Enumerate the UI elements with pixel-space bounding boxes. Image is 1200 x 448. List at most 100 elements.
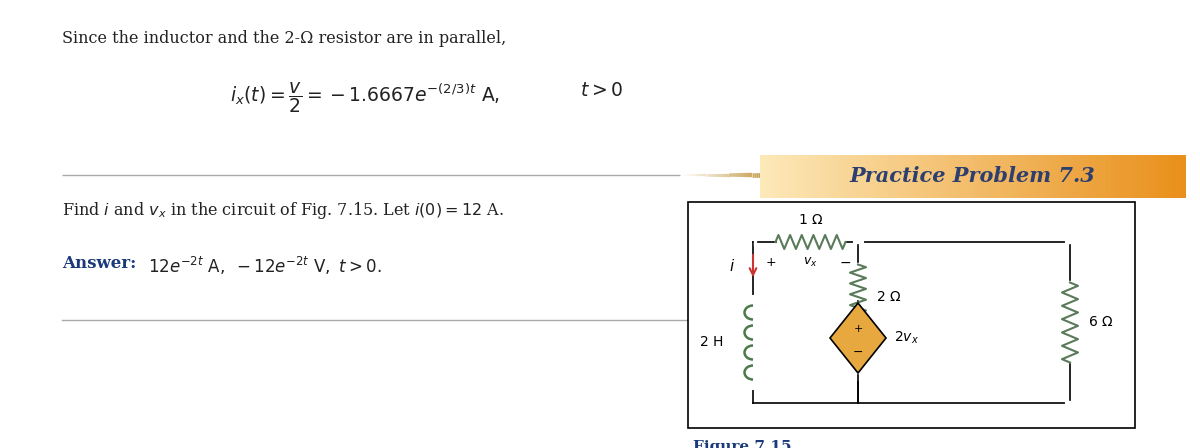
Text: $+$: $+$	[853, 323, 863, 333]
Bar	[983, 155, 989, 198]
Bar	[946, 155, 952, 198]
Bar	[1063, 155, 1069, 198]
Bar	[893, 155, 899, 198]
Bar	[781, 155, 787, 198]
Bar	[871, 155, 877, 198]
Text: $2v_x$: $2v_x$	[894, 330, 919, 346]
Bar	[797, 155, 803, 198]
Bar	[1148, 155, 1153, 198]
Bar	[914, 155, 920, 198]
Bar	[1180, 155, 1186, 198]
Text: Since the inductor and the 2-Ω resistor are in parallel,: Since the inductor and the 2-Ω resistor …	[62, 30, 506, 47]
Bar	[978, 155, 984, 198]
Bar	[1000, 155, 1004, 198]
Bar	[1094, 155, 1100, 198]
Bar	[1127, 155, 1133, 198]
Bar	[786, 155, 792, 198]
Bar	[1090, 155, 1096, 198]
Text: $+$: $+$	[764, 255, 776, 268]
Bar	[1074, 155, 1079, 198]
Bar	[1046, 155, 1052, 198]
Bar	[688, 202, 1135, 428]
Bar	[1026, 155, 1032, 198]
Bar	[1169, 155, 1175, 198]
Bar	[1015, 155, 1021, 198]
Bar	[860, 155, 866, 198]
Bar	[1100, 155, 1106, 198]
Text: $v_x$: $v_x$	[803, 255, 818, 268]
Bar	[814, 155, 818, 198]
Bar	[882, 155, 888, 198]
Text: $i_x(t) = \dfrac{v}{2} = -1.6667e^{-(2/3)t}\ \mathrm{A},$: $i_x(t) = \dfrac{v}{2} = -1.6667e^{-(2/3…	[230, 80, 500, 115]
Bar	[1057, 155, 1063, 198]
Text: Practice Problem 7.3: Practice Problem 7.3	[850, 167, 1096, 186]
Bar	[829, 155, 835, 198]
Text: $2\ \mathrm{H}$: $2\ \mathrm{H}$	[698, 336, 722, 349]
Bar	[962, 155, 967, 198]
Bar	[792, 155, 798, 198]
Bar	[1079, 155, 1085, 198]
Bar	[845, 155, 851, 198]
Bar	[1020, 155, 1026, 198]
Bar	[1164, 155, 1170, 198]
Bar	[989, 155, 995, 198]
Bar	[1175, 155, 1180, 198]
Bar	[1132, 155, 1138, 198]
Bar	[1052, 155, 1058, 198]
Text: $6\ \Omega$: $6\ \Omega$	[1088, 315, 1114, 329]
Text: $-$: $-$	[852, 345, 864, 358]
Bar	[935, 155, 941, 198]
Bar	[760, 155, 766, 198]
Bar	[952, 155, 958, 198]
Bar	[1111, 155, 1116, 198]
Bar	[1153, 155, 1159, 198]
Text: $-$: $-$	[840, 255, 852, 269]
Bar	[818, 155, 824, 198]
Bar	[1142, 155, 1148, 198]
Bar	[941, 155, 947, 198]
Bar	[1042, 155, 1048, 198]
Text: $1\ \Omega$: $1\ \Omega$	[798, 213, 823, 227]
Bar	[967, 155, 973, 198]
Bar	[1009, 155, 1015, 198]
Text: $2\ \Omega$: $2\ \Omega$	[876, 290, 901, 304]
Bar	[1084, 155, 1090, 198]
Bar	[1031, 155, 1037, 198]
Bar	[1037, 155, 1042, 198]
Bar	[823, 155, 829, 198]
Bar	[776, 155, 781, 198]
Text: Answer:: Answer:	[62, 255, 137, 272]
Bar	[904, 155, 910, 198]
Bar	[1004, 155, 1010, 198]
Bar	[803, 155, 809, 198]
Text: Figure 7.15: Figure 7.15	[694, 440, 792, 448]
Bar	[1158, 155, 1164, 198]
Bar	[1138, 155, 1142, 198]
Text: $t > 0$: $t > 0$	[580, 82, 623, 100]
Bar	[919, 155, 925, 198]
Bar	[866, 155, 872, 198]
Bar	[956, 155, 962, 198]
Bar	[1116, 155, 1122, 198]
Bar	[856, 155, 862, 198]
Bar	[877, 155, 883, 198]
Bar	[925, 155, 930, 198]
Bar	[898, 155, 904, 198]
Text: $12e^{-2t}\ \mathrm{A},\ -12e^{-2t}\ \mathrm{V},\ t > 0.$: $12e^{-2t}\ \mathrm{A},\ -12e^{-2t}\ \ma…	[148, 255, 382, 277]
Bar	[908, 155, 914, 198]
Bar	[766, 155, 772, 198]
Bar	[930, 155, 936, 198]
Text: $i$: $i$	[728, 258, 734, 274]
Bar	[851, 155, 856, 198]
Text: Find $i$ and $v_x$ in the circuit of Fig. 7.15. Let $i(0) = 12$ A.: Find $i$ and $v_x$ in the circuit of Fig…	[62, 200, 504, 221]
Bar	[770, 155, 776, 198]
Polygon shape	[830, 303, 886, 373]
Bar	[1068, 155, 1074, 198]
Bar	[808, 155, 814, 198]
Bar	[1105, 155, 1111, 198]
Bar	[1121, 155, 1127, 198]
Bar	[840, 155, 846, 198]
Bar	[994, 155, 1000, 198]
Bar	[888, 155, 893, 198]
Bar	[834, 155, 840, 198]
